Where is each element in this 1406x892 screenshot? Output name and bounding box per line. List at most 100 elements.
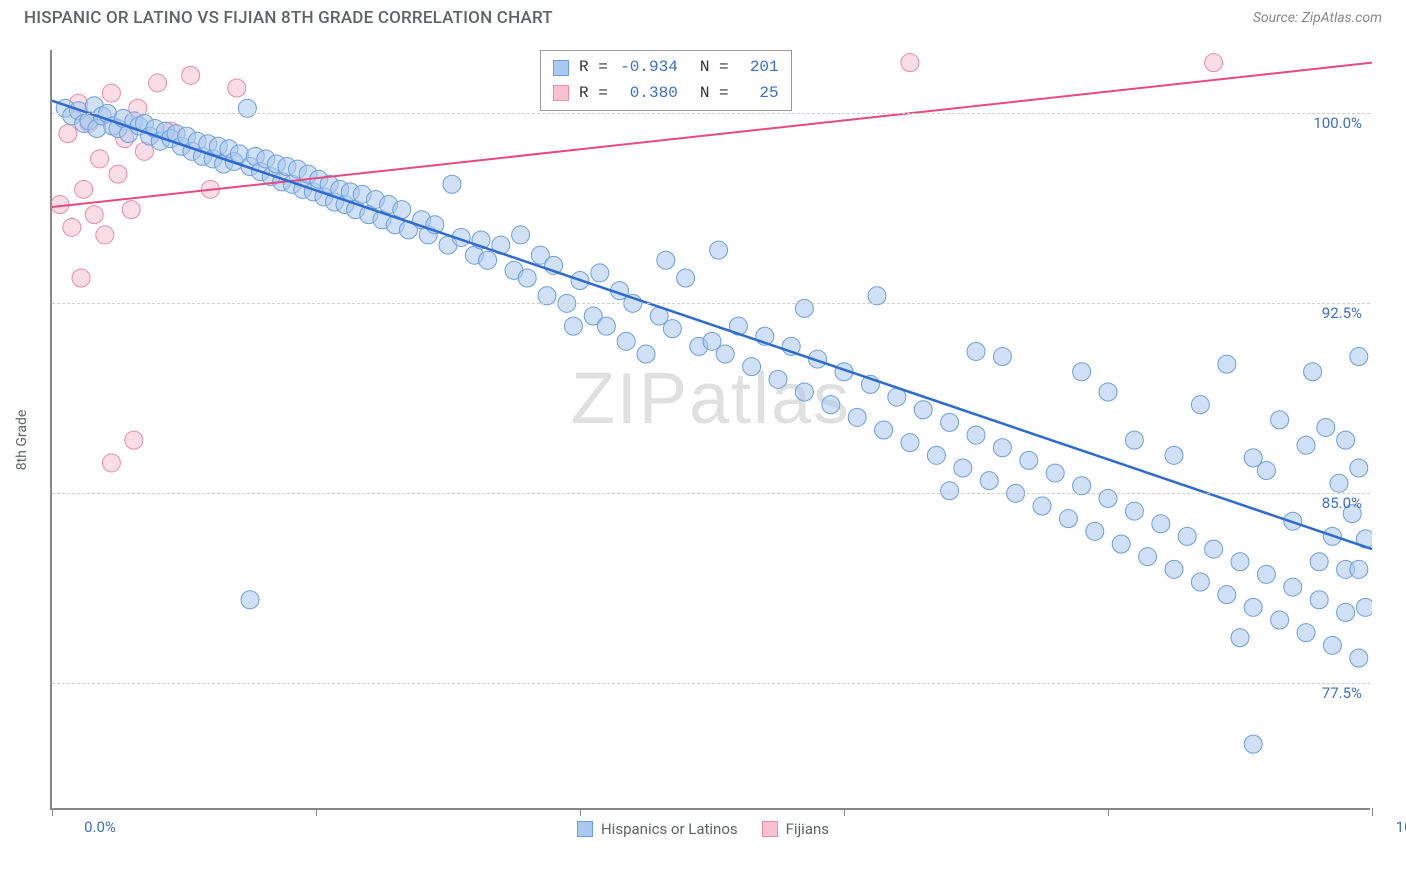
xtick (316, 808, 317, 816)
data-point (1046, 464, 1064, 482)
data-point (1218, 586, 1236, 604)
ytick-label: 92.5% (1322, 304, 1362, 322)
data-point (1020, 451, 1038, 469)
data-point (149, 74, 167, 92)
data-point (1125, 431, 1143, 449)
chart-title: HISPANIC OR LATINO VS FIJIAN 8TH GRADE C… (24, 8, 553, 28)
stat-r-value: -0.934 (618, 55, 678, 81)
data-point (479, 251, 497, 269)
data-point (443, 175, 461, 193)
data-point (102, 454, 120, 472)
legend-item: Hispanics or Latinos (577, 820, 738, 838)
data-point (1073, 363, 1091, 381)
data-point (1231, 553, 1249, 571)
data-point (795, 299, 813, 317)
data-point (1323, 636, 1341, 654)
xtick (580, 808, 581, 816)
stat-r-value: 0.380 (618, 81, 678, 107)
data-point (1350, 560, 1368, 578)
data-point (716, 345, 734, 363)
data-point (1231, 629, 1249, 647)
data-point (1205, 540, 1223, 558)
plot-region: ZIPatlas 100.0%92.5%85.0%77.5% (50, 50, 1370, 810)
data-point (518, 269, 536, 287)
data-point (1310, 553, 1328, 571)
data-point (657, 251, 675, 269)
data-point (1297, 624, 1315, 642)
data-point (538, 287, 556, 305)
data-point (1337, 603, 1355, 621)
data-point (1178, 527, 1196, 545)
xtick (844, 808, 845, 816)
data-point (822, 396, 840, 414)
data-point (1125, 502, 1143, 520)
data-point (182, 66, 200, 84)
data-point (597, 317, 615, 335)
regression-line (52, 101, 1372, 549)
data-point (75, 180, 93, 198)
data-point (85, 206, 103, 224)
data-point (795, 383, 813, 401)
data-point (769, 370, 787, 388)
data-point (941, 482, 959, 500)
scatter-svg (52, 50, 1372, 810)
ytick-label: 77.5% (1322, 684, 1362, 702)
data-point (954, 459, 972, 477)
data-point (122, 201, 140, 219)
y-axis-label: 8th Grade (14, 410, 30, 471)
data-point (1284, 578, 1302, 596)
data-point (1218, 355, 1236, 373)
data-point (109, 165, 127, 183)
gridline (52, 683, 1370, 684)
data-point (848, 408, 866, 426)
data-point (901, 54, 919, 72)
data-point (1244, 598, 1262, 616)
data-point (1244, 735, 1262, 753)
data-point (1297, 436, 1315, 454)
gridline (52, 303, 1370, 304)
stat-n-value: 201 (739, 55, 779, 81)
stat-box: R =-0.934N =201R =0.380N =25 (540, 50, 792, 111)
legend-swatch (762, 821, 778, 837)
data-point (993, 439, 1011, 457)
data-point (59, 125, 77, 143)
data-point (1350, 459, 1368, 477)
data-point (91, 150, 109, 168)
legend-item: Fijians (762, 820, 829, 838)
legend-label: Hispanics or Latinos (601, 820, 738, 838)
data-point (1191, 396, 1209, 414)
data-point (1257, 565, 1275, 583)
data-point (875, 421, 893, 439)
data-point (96, 226, 114, 244)
data-point (1099, 383, 1117, 401)
data-point (1165, 446, 1183, 464)
legend-label: Fijians (786, 820, 829, 838)
data-point (967, 342, 985, 360)
data-point (1350, 348, 1368, 366)
stat-swatch (553, 60, 569, 76)
data-point (941, 413, 959, 431)
legend-bottom: Hispanics or Latinos Fijians (0, 820, 1406, 838)
data-point (637, 345, 655, 363)
data-point (1271, 411, 1289, 429)
data-point (241, 591, 259, 609)
stat-row: R =0.380N =25 (553, 81, 779, 107)
data-point (1112, 535, 1130, 553)
stat-n-value: 25 (739, 81, 779, 107)
xtick (1372, 808, 1373, 816)
data-point (1350, 649, 1368, 667)
data-point (663, 320, 681, 338)
data-point (868, 287, 886, 305)
data-point (393, 201, 411, 219)
data-point (1033, 497, 1051, 515)
ytick-label: 85.0% (1322, 494, 1362, 512)
data-point (1059, 510, 1077, 528)
data-point (1304, 363, 1322, 381)
legend-swatch (577, 821, 593, 837)
data-point (1139, 548, 1157, 566)
ytick-label: 100.0% (1313, 114, 1362, 132)
data-point (228, 79, 246, 97)
data-point (1073, 477, 1091, 495)
stat-n-label: N = (700, 55, 729, 81)
data-point (1317, 418, 1335, 436)
